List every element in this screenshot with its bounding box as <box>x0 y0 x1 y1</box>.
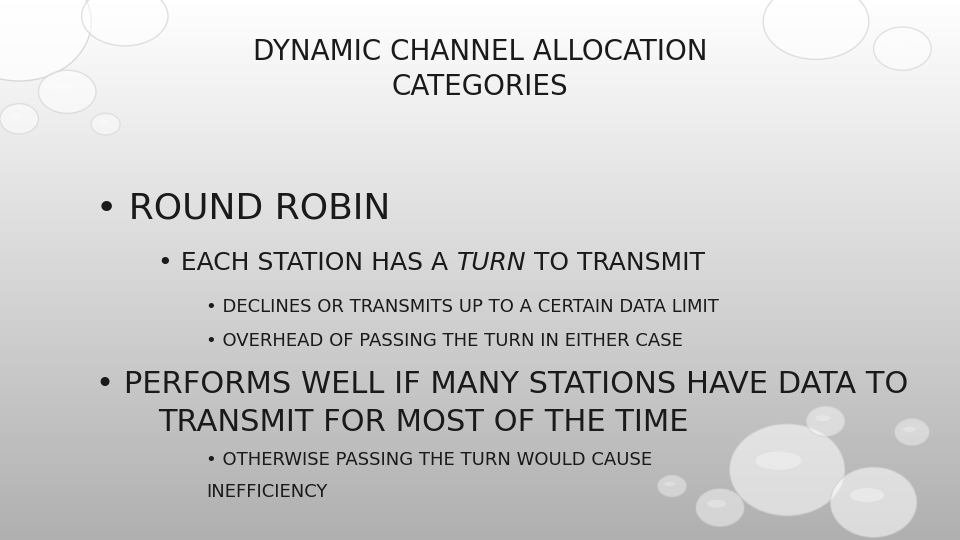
Ellipse shape <box>886 40 910 49</box>
Ellipse shape <box>756 451 802 470</box>
Ellipse shape <box>98 120 109 124</box>
Ellipse shape <box>850 488 884 502</box>
Ellipse shape <box>902 427 916 432</box>
Ellipse shape <box>9 113 24 119</box>
Ellipse shape <box>82 0 168 46</box>
Ellipse shape <box>101 4 135 16</box>
Text: INEFFICIENCY: INEFFICIENCY <box>206 483 327 501</box>
Ellipse shape <box>874 27 931 70</box>
Text: TURN: TURN <box>457 251 526 275</box>
Ellipse shape <box>815 415 830 421</box>
Text: • PERFORMS WELL IF MANY STATIONS HAVE DATA TO: • PERFORMS WELL IF MANY STATIONS HAVE DA… <box>96 370 908 399</box>
Ellipse shape <box>696 489 744 526</box>
Ellipse shape <box>0 0 91 81</box>
Text: • OVERHEAD OF PASSING THE TURN IN EITHER CASE: • OVERHEAD OF PASSING THE TURN IN EITHER… <box>206 332 684 350</box>
Ellipse shape <box>806 406 845 436</box>
Text: TO TRANSMIT: TO TRANSMIT <box>526 251 706 275</box>
Ellipse shape <box>664 482 676 486</box>
Ellipse shape <box>91 113 120 135</box>
Text: TRANSMIT FOR MOST OF THE TIME: TRANSMIT FOR MOST OF THE TIME <box>158 408 689 437</box>
Text: • EACH STATION HAS A: • EACH STATION HAS A <box>158 251 457 275</box>
Ellipse shape <box>707 500 726 508</box>
Ellipse shape <box>763 0 869 59</box>
Ellipse shape <box>830 467 917 537</box>
Ellipse shape <box>895 418 929 445</box>
Ellipse shape <box>52 83 75 92</box>
Ellipse shape <box>658 475 686 497</box>
Ellipse shape <box>730 424 845 516</box>
Text: • ROUND ROBIN: • ROUND ROBIN <box>96 192 391 226</box>
Text: • OTHERWISE PASSING THE TURN WOULD CAUSE: • OTHERWISE PASSING THE TURN WOULD CAUSE <box>206 451 653 469</box>
Text: • DECLINES OR TRANSMITS UP TO A CERTAIN DATA LIMIT: • DECLINES OR TRANSMITS UP TO A CERTAIN … <box>206 298 719 316</box>
Ellipse shape <box>38 70 96 113</box>
Ellipse shape <box>787 6 829 22</box>
Ellipse shape <box>0 0 37 22</box>
Ellipse shape <box>0 104 38 134</box>
Text: DYNAMIC CHANNEL ALLOCATION
CATEGORIES: DYNAMIC CHANNEL ALLOCATION CATEGORIES <box>252 38 708 102</box>
